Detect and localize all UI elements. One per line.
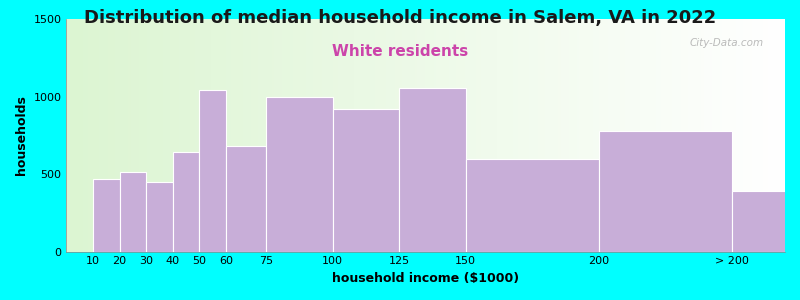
- Text: Distribution of median household income in Salem, VA in 2022: Distribution of median household income …: [84, 9, 716, 27]
- Bar: [173, 152, 199, 252]
- Bar: [146, 182, 173, 252]
- Y-axis label: households: households: [15, 95, 28, 175]
- Bar: [333, 109, 399, 252]
- Bar: [266, 97, 333, 252]
- Bar: [93, 179, 120, 252]
- Bar: [399, 88, 466, 252]
- X-axis label: household income ($1000): household income ($1000): [332, 272, 519, 285]
- Bar: [598, 130, 732, 252]
- Bar: [466, 158, 598, 252]
- Text: City-Data.com: City-Data.com: [690, 38, 763, 48]
- Bar: [732, 191, 800, 252]
- Bar: [226, 146, 266, 252]
- Text: White residents: White residents: [332, 44, 468, 59]
- Bar: [120, 172, 146, 252]
- Bar: [199, 90, 226, 252]
